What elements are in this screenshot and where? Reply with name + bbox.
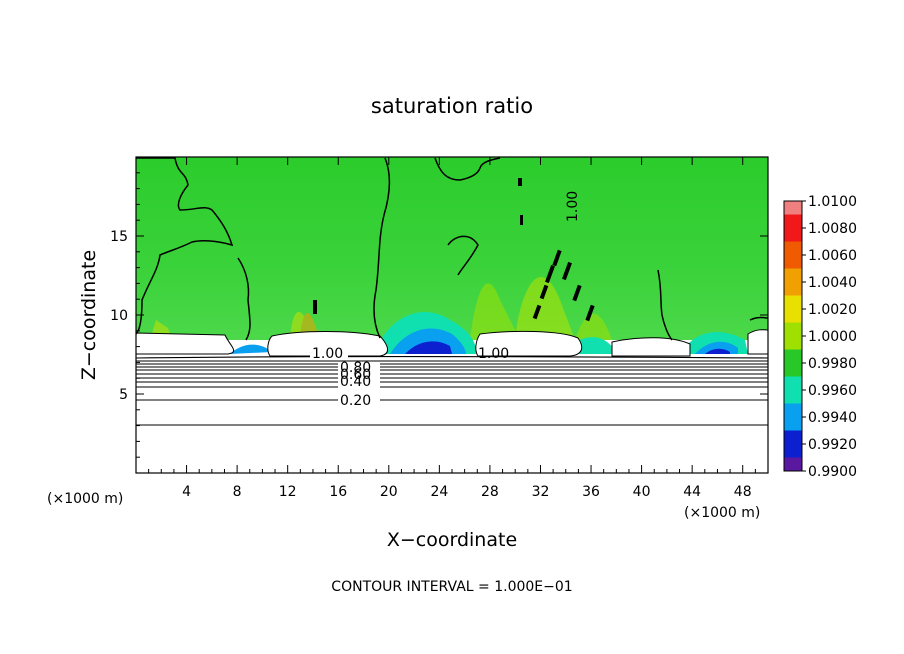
upper-field — [136, 157, 768, 340]
y-tick-label: 5 — [119, 387, 128, 403]
colorbar-label: 1.0020 — [808, 302, 857, 318]
colorbar-label: 1.0000 — [808, 329, 857, 345]
z-unit-label: (×1000 m) — [47, 491, 123, 507]
contour-label: 0.80 — [340, 360, 371, 376]
colorbar-band — [784, 403, 802, 431]
x-tick-label: 12 — [279, 484, 297, 500]
colorbar-band — [784, 349, 802, 377]
chart-title: saturation ratio — [371, 94, 533, 118]
field-streaks — [150, 277, 612, 340]
contour-label: 0.40 — [340, 374, 371, 390]
x-tick-label: 44 — [683, 484, 701, 500]
x-unit-label: (×1000 m) — [684, 505, 760, 521]
x-tick-label: 20 — [380, 484, 398, 500]
colorbar-label: 0.9940 — [808, 410, 857, 426]
colorbar-label: 1.0100 — [808, 194, 857, 210]
plot-area: 1.00 1.00 0.80 0.60 0.40 0.20 1.00 — [136, 157, 768, 473]
white-regions — [136, 329, 768, 357]
x-axis-ticks: 4 8 12 16 20 24 28 32 36 40 44 48 — [148, 157, 756, 500]
x-tick-label: 8 — [233, 484, 242, 500]
contour-label-group: 1.00 1.00 0.80 0.60 0.40 0.20 1.00 — [310, 191, 581, 409]
x-tick-label: 4 — [182, 484, 191, 500]
y-axis-label: Z−coordinate — [78, 250, 100, 380]
colorbar-label: 0.9900 — [808, 464, 857, 480]
colorbar-label: 0.9920 — [808, 437, 857, 453]
contour-one — [136, 157, 768, 341]
colorbar-band — [784, 268, 802, 296]
colorbar-band — [784, 214, 802, 242]
x-axis-label: X−coordinate — [387, 529, 517, 551]
contour-label: 0.20 — [340, 393, 371, 409]
colorbar-band — [784, 295, 802, 323]
x-tick-label: 24 — [430, 484, 448, 500]
colorbar-label: 0.9980 — [808, 356, 857, 372]
x-tick-label: 16 — [329, 484, 347, 500]
x-tick-label: 48 — [734, 484, 752, 500]
contour-label: 1.00 — [312, 346, 343, 362]
colorbar-band — [784, 457, 802, 471]
x-tick-label: 40 — [633, 484, 651, 500]
colorbar: 1.0100 1.0080 1.0060 1.0040 1.0020 1.0000 0.99… — [783, 194, 857, 480]
y-tick-label: 10 — [110, 308, 128, 324]
colorbar-label: 1.0060 — [808, 248, 857, 264]
contour-label: 0.60 — [340, 367, 371, 383]
colorbar-label: 0.9960 — [808, 383, 857, 399]
contour-dashes — [313, 178, 595, 322]
colorbar-label: 1.0080 — [808, 221, 857, 237]
contour-label: 1.00 — [478, 346, 509, 362]
x-tick-label: 28 — [481, 484, 499, 500]
colorbar-band — [784, 241, 802, 269]
x-tick-label: 32 — [532, 484, 550, 500]
colorbar-band — [784, 322, 802, 350]
y-tick-label: 15 — [110, 229, 128, 245]
x-tick-label: 36 — [582, 484, 600, 500]
colorbar-label: 1.0040 — [808, 275, 857, 291]
contour-interval-note: CONTOUR INTERVAL = 1.000E−01 — [331, 579, 572, 595]
colorbar-band — [784, 376, 802, 404]
contour-label: 1.00 — [565, 191, 581, 222]
y-axis-ticks: 5 10 15 — [110, 172, 768, 458]
colorbar-band — [784, 430, 802, 458]
colorbar-band — [784, 201, 802, 215]
